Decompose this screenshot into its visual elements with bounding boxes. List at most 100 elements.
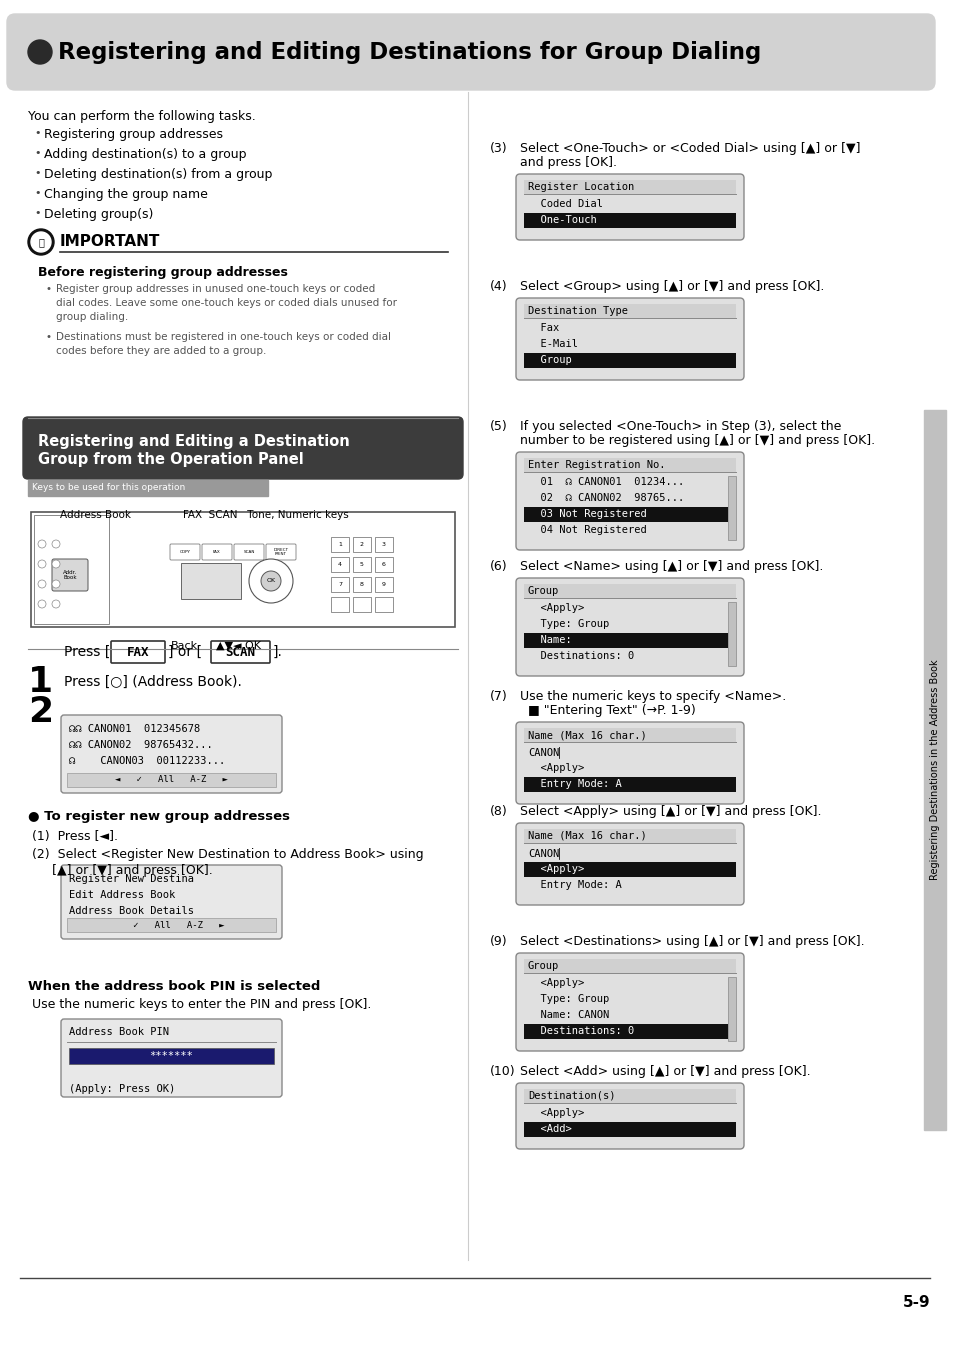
Text: Name: CANON: Name: CANON [527,1010,609,1021]
Text: Address Book PIN: Address Book PIN [69,1027,169,1037]
Text: CANON▏: CANON▏ [527,846,565,859]
Text: Select <One-Touch> or <Coded Dial> using [▲] or [▼]: Select <One-Touch> or <Coded Dial> using… [519,142,860,155]
Text: IMPORTANT: IMPORTANT [60,234,160,248]
Text: Before registering group addresses: Before registering group addresses [38,266,288,279]
Bar [375,597,393,612]
Text: 2: 2 [359,541,364,547]
FancyBboxPatch shape [516,824,743,905]
Bar [523,863,735,878]
Bar [523,508,727,522]
Text: Entry Mode: A: Entry Mode: A [527,880,621,890]
Text: (8): (8) [490,805,507,818]
FancyBboxPatch shape [170,544,200,560]
Circle shape [261,571,281,591]
Bar [331,597,349,612]
Text: (5): (5) [490,420,507,433]
Text: Edit Address Book: Edit Address Book [69,890,175,900]
Text: 5: 5 [359,562,363,567]
Circle shape [52,599,60,608]
Text: Register New Destina: Register New Destina [69,873,193,884]
Text: Use the numeric keys to enter the PIN and press [OK].: Use the numeric keys to enter the PIN an… [32,998,371,1011]
Text: E-Mail: E-Mail [527,339,578,350]
Text: Coded Dial: Coded Dial [527,198,602,209]
Bar [34,514,109,624]
Circle shape [38,580,46,589]
Text: FAX: FAX [127,645,149,659]
Text: Destinations: 0: Destinations: 0 [527,1026,634,1035]
Text: One-Touch: One-Touch [527,215,597,225]
Bar [181,563,241,599]
Text: SCAN: SCAN [225,645,254,659]
Text: <Apply>: <Apply> [527,603,583,613]
Text: Registering and Editing a Destination: Registering and Editing a Destination [38,433,350,450]
Bar [923,410,945,1130]
Text: Deleting destination(s) from a group: Deleting destination(s) from a group [44,167,273,181]
FancyBboxPatch shape [516,452,743,549]
Text: DIRECT
PRINT: DIRECT PRINT [274,548,288,556]
Text: Register group addresses in unused one-touch keys or coded: Register group addresses in unused one-t… [56,284,375,294]
Text: codes before they are added to a group.: codes before they are added to a group. [56,346,266,356]
FancyBboxPatch shape [111,641,165,663]
Text: 4: 4 [337,562,341,567]
Bar [331,558,349,572]
Bar [331,537,349,552]
Text: (9): (9) [490,936,507,948]
FancyBboxPatch shape [23,417,462,479]
Text: SCAN: SCAN [243,549,254,553]
Text: 2: 2 [28,695,53,729]
Text: 9: 9 [381,582,386,587]
Text: Press [○] (Address Book).: Press [○] (Address Book). [64,675,242,688]
Bar [353,558,371,572]
Circle shape [28,230,54,255]
Text: (4): (4) [490,279,507,293]
Text: Name (Max 16 char.): Name (Max 16 char.) [527,832,646,841]
Bar [353,597,371,612]
Bar [67,918,275,932]
Text: (3): (3) [490,142,507,155]
Text: 1: 1 [28,666,53,699]
Text: Fax: Fax [527,323,558,333]
Text: (2)  Select <Register New Destination to Address Book> using: (2) Select <Register New Destination to … [32,848,423,861]
Bar [69,1048,274,1064]
Bar [523,352,735,369]
Bar [523,728,735,743]
Text: CANON▏: CANON▏ [527,747,565,757]
FancyBboxPatch shape [516,953,743,1052]
Text: ☊☊ CANON01  012345678: ☊☊ CANON01 012345678 [69,724,200,734]
Text: 6: 6 [381,562,386,567]
Text: ✓   All   A-Z   ►: ✓ All A-Z ► [117,921,225,930]
Text: Back: Back [171,641,198,651]
Text: <Apply>: <Apply> [527,864,583,873]
Text: •: • [34,128,40,138]
Text: Select <Name> using [▲] or [▼] and press [OK].: Select <Name> using [▲] or [▼] and press… [519,560,822,572]
Text: 7: 7 [337,582,341,587]
Bar [523,1122,735,1137]
Circle shape [38,599,46,608]
Circle shape [52,580,60,589]
Circle shape [52,540,60,548]
Bar [523,213,735,228]
Bar [727,977,735,1041]
Text: FAX  SCAN   Tone, Numeric keys: FAX SCAN Tone, Numeric keys [183,510,349,520]
FancyBboxPatch shape [61,865,282,940]
Text: [▲] or [▼] and press [OK].: [▲] or [▼] and press [OK]. [32,864,213,878]
Text: dial codes. Leave some one-touch keys or coded dials unused for: dial codes. Leave some one-touch keys or… [56,298,396,308]
Text: (6): (6) [490,560,507,572]
Text: •: • [34,167,40,178]
Bar [353,576,371,593]
Bar [523,829,735,842]
Text: <Apply>: <Apply> [527,1108,583,1118]
Text: *******: ******* [149,1052,193,1061]
Text: Changing the group name: Changing the group name [44,188,208,201]
Bar [523,1025,727,1040]
Bar [353,537,371,552]
Text: Address Book: Address Book [60,510,131,520]
Text: 03 Not Registered: 03 Not Registered [527,509,646,518]
Text: •: • [34,208,40,217]
Text: Name (Max 16 char.): Name (Max 16 char.) [527,730,646,740]
Text: Address Book Details: Address Book Details [69,906,193,917]
FancyBboxPatch shape [516,298,743,379]
Text: 8: 8 [359,582,363,587]
Circle shape [249,559,293,603]
Bar [727,477,735,540]
